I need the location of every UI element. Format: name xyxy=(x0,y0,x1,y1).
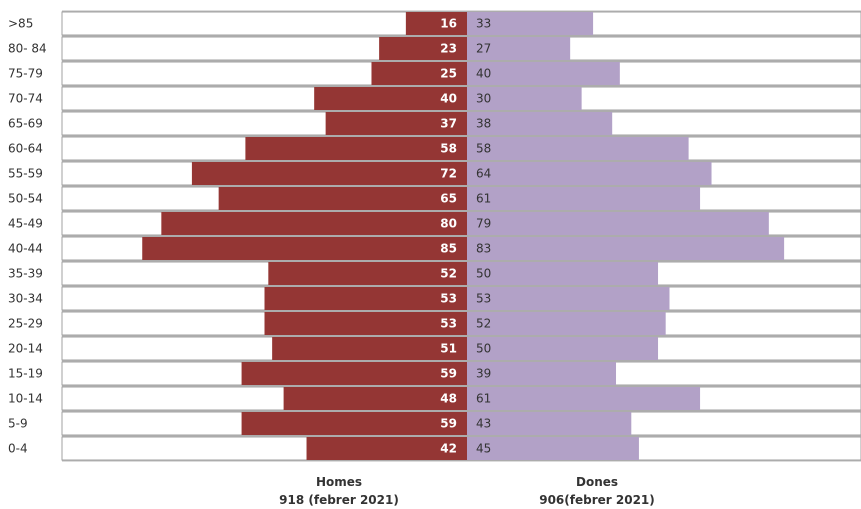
data-label-dones: 43 xyxy=(476,417,491,431)
dones-total-label: 906(febrer 2021) xyxy=(539,493,655,507)
data-label-homes: 37 xyxy=(440,117,457,131)
bar-homes xyxy=(314,87,467,110)
data-label-dones: 50 xyxy=(476,267,491,281)
data-label-homes: 80 xyxy=(440,217,457,231)
data-label-homes: 53 xyxy=(440,292,457,306)
data-label-homes: 65 xyxy=(440,192,457,206)
bar-dones xyxy=(467,12,594,35)
bar-homes xyxy=(371,62,467,85)
category-label: 35-39 xyxy=(8,267,43,281)
bar-homes xyxy=(241,412,467,435)
category-label: 45-49 xyxy=(8,217,43,231)
bar-homes xyxy=(142,237,468,260)
bar-homes xyxy=(191,162,468,185)
bars-layer xyxy=(61,11,861,461)
bar-dones xyxy=(467,287,670,310)
bar-dones xyxy=(467,137,689,160)
data-label-dones: 30 xyxy=(476,92,491,106)
bar-dones xyxy=(467,337,659,360)
bar-dones xyxy=(467,362,617,385)
data-label-homes: 48 xyxy=(440,392,457,406)
category-label: 30-34 xyxy=(8,292,43,306)
category-label: 65-69 xyxy=(8,117,43,131)
data-label-homes: 52 xyxy=(440,267,457,281)
bar-homes xyxy=(306,437,467,460)
category-label: 70-74 xyxy=(8,92,43,106)
data-label-homes: 51 xyxy=(440,342,457,356)
labels-layer: >85 16 33 80- 84 23 27 75-79 25 40 70-74 40 30 65-69… xyxy=(8,17,491,456)
data-label-dones: 61 xyxy=(476,192,491,206)
bar-homes xyxy=(325,112,467,135)
data-label-homes: 23 xyxy=(440,42,457,56)
category-label: 25-29 xyxy=(8,317,43,331)
bar-dones xyxy=(467,212,769,235)
bar-homes xyxy=(264,287,467,310)
data-label-homes: 16 xyxy=(440,17,457,31)
data-label-homes: 42 xyxy=(440,442,457,456)
bar-dones xyxy=(467,187,701,210)
category-label: >85 xyxy=(8,17,33,31)
data-label-homes: 72 xyxy=(440,167,457,181)
data-label-homes: 25 xyxy=(440,67,457,81)
category-label: 75-79 xyxy=(8,67,43,81)
data-label-homes: 59 xyxy=(440,417,457,431)
bar-dones xyxy=(467,162,712,185)
category-label: 10-14 xyxy=(8,392,43,406)
bar-homes xyxy=(245,137,467,160)
bar-dones xyxy=(467,312,666,335)
data-label-dones: 40 xyxy=(476,67,491,81)
data-label-homes: 53 xyxy=(440,317,457,331)
bar-dones xyxy=(467,37,571,60)
category-label: 40-44 xyxy=(8,242,43,256)
bar-homes xyxy=(161,212,467,235)
data-label-dones: 39 xyxy=(476,367,491,381)
bar-dones xyxy=(467,412,632,435)
category-label: 15-19 xyxy=(8,367,43,381)
bar-dones xyxy=(467,87,582,110)
category-label: 0-4 xyxy=(8,442,28,456)
category-label: 20-14 xyxy=(8,342,43,356)
bar-homes xyxy=(268,262,467,285)
data-label-dones: 52 xyxy=(476,317,491,331)
data-label-homes: 85 xyxy=(440,242,457,256)
category-label: 5-9 xyxy=(8,417,28,431)
data-label-homes: 58 xyxy=(440,142,457,156)
data-label-dones: 79 xyxy=(476,217,491,231)
data-label-dones: 64 xyxy=(476,167,491,181)
grid-layer xyxy=(62,10,861,462)
bar-dones xyxy=(467,112,613,135)
bar-dones xyxy=(467,237,785,260)
category-label: 50-54 xyxy=(8,192,43,206)
category-label: 55-59 xyxy=(8,167,43,181)
bar-homes xyxy=(264,312,467,335)
data-label-dones: 45 xyxy=(476,442,491,456)
data-label-homes: 40 xyxy=(440,92,457,106)
bar-dones xyxy=(467,262,659,285)
axis-titles: Homes 918 (febrer 2021) Dones 906(febrer… xyxy=(279,475,655,507)
bar-dones xyxy=(467,62,620,85)
data-label-dones: 50 xyxy=(476,342,491,356)
bar-homes xyxy=(272,337,467,360)
data-label-dones: 38 xyxy=(476,117,491,131)
bar-homes xyxy=(241,362,467,385)
dones-axis-title: Dones xyxy=(576,475,618,489)
data-label-dones: 33 xyxy=(476,17,491,31)
data-label-dones: 27 xyxy=(476,42,491,56)
homes-axis-title: Homes xyxy=(316,475,362,489)
data-label-homes: 59 xyxy=(440,367,457,381)
bar-dones xyxy=(467,437,639,460)
category-label: 60-64 xyxy=(8,142,43,156)
data-label-dones: 61 xyxy=(476,392,491,406)
category-label: 80- 84 xyxy=(8,42,47,56)
bar-homes xyxy=(379,37,467,60)
homes-total-label: 918 (febrer 2021) xyxy=(279,493,399,507)
data-label-dones: 58 xyxy=(476,142,491,156)
bar-homes xyxy=(218,187,467,210)
bar-homes xyxy=(283,387,467,410)
data-label-dones: 53 xyxy=(476,292,491,306)
data-label-dones: 83 xyxy=(476,242,491,256)
bar-dones xyxy=(467,387,701,410)
bar-homes xyxy=(405,12,467,35)
